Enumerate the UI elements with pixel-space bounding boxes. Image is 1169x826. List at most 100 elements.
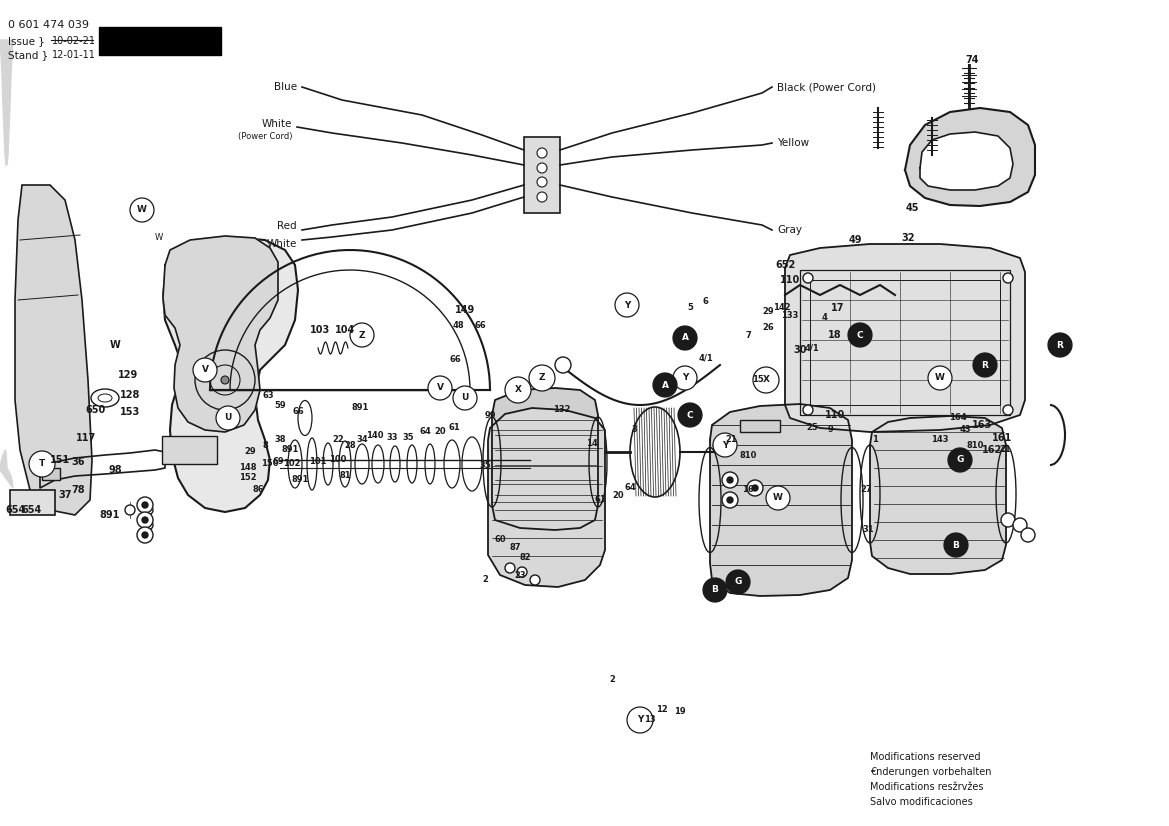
Circle shape [555,357,570,373]
Text: 32: 32 [901,233,915,243]
Text: 132: 132 [553,406,570,415]
Text: 61: 61 [594,496,606,505]
Text: €nderungen vorbehalten: €nderungen vorbehalten [870,767,991,777]
Text: W: W [110,340,120,350]
Text: 63: 63 [262,391,274,400]
Text: Gray: Gray [777,225,802,235]
Text: Issue }: Issue } [8,36,44,46]
Circle shape [627,707,653,733]
Polygon shape [710,404,852,596]
Circle shape [703,578,727,602]
Circle shape [673,326,697,350]
Circle shape [747,480,763,496]
Circle shape [537,148,547,158]
Text: R: R [982,360,989,369]
Polygon shape [786,244,1025,432]
Circle shape [350,323,374,347]
Text: 9: 9 [828,425,832,434]
Text: T: T [39,459,46,468]
Text: 17: 17 [831,303,845,313]
Text: Y: Y [637,715,643,724]
Text: A: A [662,381,669,390]
Text: V: V [201,365,208,374]
Text: 81: 81 [339,471,351,480]
Circle shape [454,386,477,410]
Text: W: W [935,373,945,382]
Bar [42,468,60,480]
Text: 29: 29 [244,448,256,457]
Text: 891: 891 [99,510,120,520]
Text: A: A [682,334,689,343]
Text: R: R [1057,340,1064,349]
Circle shape [530,575,540,585]
Circle shape [973,353,997,377]
Circle shape [1014,518,1028,532]
Text: 162: 162 [982,445,1002,455]
Text: 891: 891 [282,445,299,454]
Text: 21: 21 [725,435,736,444]
Text: 27: 27 [860,486,872,495]
Text: Salvo modificaciones: Salvo modificaciones [870,797,973,807]
Polygon shape [905,108,1035,206]
Text: 10-02-21: 10-02-21 [51,36,96,46]
Text: 810: 810 [967,440,983,449]
Text: Stand }: Stand } [8,50,48,60]
Text: 142: 142 [773,303,790,312]
Circle shape [727,497,733,503]
Bar [800,270,1010,415]
Text: (Power Cord): (Power Cord) [237,131,292,140]
Text: W: W [773,493,783,502]
Text: B: B [953,540,960,549]
Circle shape [537,163,547,173]
Text: 61: 61 [448,424,459,433]
Circle shape [803,405,812,415]
Circle shape [722,492,738,508]
Text: 164: 164 [949,414,967,423]
Text: 20: 20 [434,428,445,436]
Text: 7: 7 [745,330,750,339]
Circle shape [505,377,531,403]
Circle shape [517,567,527,577]
Text: 148: 148 [240,463,257,472]
Polygon shape [162,238,298,512]
Text: Y: Y [721,440,728,449]
Text: 810: 810 [739,450,756,459]
Circle shape [615,293,639,317]
Text: 64: 64 [624,483,636,492]
Bar [162,436,217,464]
Text: 98: 98 [109,465,122,475]
Circle shape [143,505,153,515]
Circle shape [678,403,703,427]
Circle shape [137,497,153,513]
Text: 128: 128 [119,390,140,400]
Text: 4/1: 4/1 [699,354,713,363]
Circle shape [727,477,733,483]
Text: Blue: Blue [274,82,297,92]
Text: U: U [462,393,469,402]
Text: U: U [224,414,231,423]
Circle shape [673,366,697,390]
Circle shape [125,505,134,515]
Text: 151: 151 [50,455,70,465]
Text: White: White [262,119,292,129]
Circle shape [848,323,872,347]
Text: 43: 43 [960,425,970,434]
Circle shape [141,532,148,538]
Text: 654: 654 [6,505,26,515]
Text: G: G [734,577,741,586]
Circle shape [713,433,736,457]
Text: 66: 66 [449,355,461,364]
Circle shape [1003,405,1014,415]
Text: 110: 110 [825,410,845,420]
Text: Black (Power Cord): Black (Power Cord) [777,82,876,92]
Circle shape [1001,513,1015,527]
Circle shape [948,448,971,472]
Text: Y: Y [624,301,630,310]
Text: 110: 110 [780,275,800,285]
Text: Y: Y [682,373,689,382]
Text: 163: 163 [971,420,992,430]
Text: 59: 59 [275,401,285,410]
Text: 60: 60 [494,535,506,544]
Circle shape [193,358,217,382]
Circle shape [803,273,812,283]
